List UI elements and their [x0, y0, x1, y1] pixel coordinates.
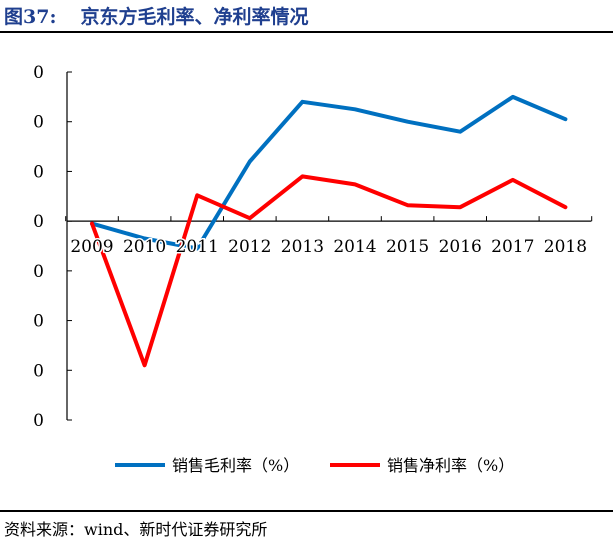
series-line-2 — [90, 174, 568, 368]
x-tick-label: 2013 — [281, 237, 324, 257]
line-chart: 0 0 0 0 0 0 0 0 2009 2010 2011 2012 2013 2014 2015 2016… — [33, 63, 593, 475]
bottom-rule — [0, 510, 613, 512]
y-tick-label: 0 — [33, 312, 44, 332]
figure-title-text: 京东方毛利率、净利率情况 — [80, 6, 309, 28]
x-tick-label: 2010 — [123, 237, 166, 257]
x-tick-label: 2017 — [491, 237, 534, 257]
y-tick-label: 0 — [33, 63, 44, 83]
figure-number: 图37: — [4, 6, 57, 28]
legend-label: 销售毛利率（%） — [172, 456, 299, 475]
x-tick-label: 2014 — [333, 237, 376, 257]
series-line-1 — [90, 94, 568, 251]
y-tick-label: 0 — [33, 212, 44, 232]
y-tick-label: 0 — [33, 162, 44, 182]
top-rule — [0, 31, 613, 33]
x-tick-label: 2012 — [228, 237, 271, 257]
y-tick-label: 0 — [33, 411, 44, 431]
figure-title: 图37: 京东方毛利率、净利率情况 — [4, 2, 308, 29]
y-tick-label: 0 — [33, 361, 44, 381]
y-tick-label: 0 — [33, 113, 44, 133]
y-tick-label: 0 — [33, 262, 44, 282]
source-note: 资料来源：wind、新时代证券研究所 — [4, 520, 268, 539]
x-tick-label: 2011 — [176, 237, 219, 257]
x-tick-label: 2018 — [544, 237, 587, 257]
x-tick-label: 2015 — [386, 237, 429, 257]
legend-label: 销售净利率（%） — [387, 456, 514, 475]
x-tick-label: 2016 — [439, 237, 482, 257]
x-tick-label: 2009 — [70, 237, 113, 257]
